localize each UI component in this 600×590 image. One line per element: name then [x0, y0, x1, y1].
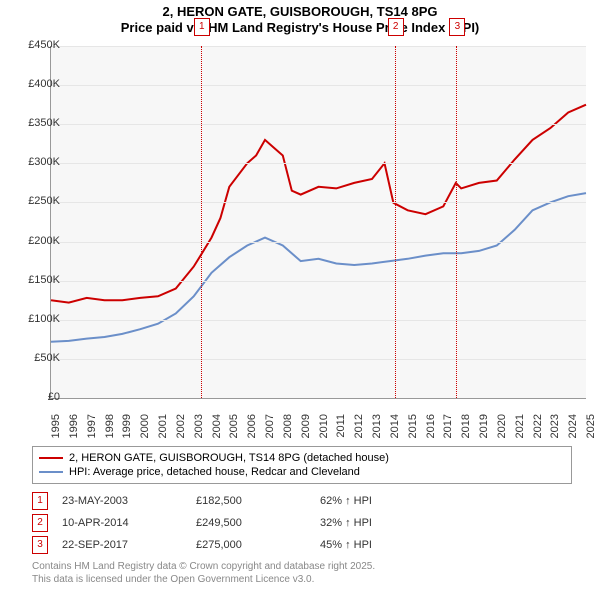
- ytick: £150K: [12, 274, 60, 286]
- legend-swatch-0: [39, 457, 63, 459]
- marker-box-2: 2: [388, 18, 404, 36]
- xtick: 1998: [104, 414, 116, 454]
- xtick: 2002: [175, 414, 187, 454]
- chart-container: 2, HERON GATE, GUISBOROUGH, TS14 8PG Pri…: [0, 0, 600, 590]
- marker-line-3: 3: [456, 46, 457, 398]
- event-num-2: 3: [32, 536, 48, 554]
- xtick: 2024: [567, 414, 579, 454]
- xtick: 1996: [68, 414, 80, 454]
- xtick: 2009: [300, 414, 312, 454]
- series-price_paid: [51, 105, 586, 303]
- event-date-1: 10-APR-2014: [62, 517, 182, 529]
- xtick: 2023: [549, 414, 561, 454]
- event-pct-2: 45% ↑ HPI: [320, 539, 420, 551]
- marker-box-3: 3: [449, 18, 465, 36]
- event-price-0: £182,500: [196, 495, 306, 507]
- attribution: Contains HM Land Registry data © Crown c…: [32, 560, 375, 586]
- xtick: 2018: [460, 414, 472, 454]
- event-price-1: £249,500: [196, 517, 306, 529]
- xtick: 2008: [282, 414, 294, 454]
- ytick: £350K: [12, 117, 60, 129]
- title-line1: 2, HERON GATE, GUISBOROUGH, TS14 8PG: [0, 4, 600, 20]
- xtick: 2015: [407, 414, 419, 454]
- ytick: £300K: [12, 156, 60, 168]
- ytick: £400K: [12, 78, 60, 90]
- chart-svg: [51, 46, 586, 398]
- marker-line-2: 2: [395, 46, 396, 398]
- xtick: 2006: [246, 414, 258, 454]
- attribution-line1: Contains HM Land Registry data © Crown c…: [32, 560, 375, 573]
- xtick: 2020: [496, 414, 508, 454]
- ytick: £100K: [12, 313, 60, 325]
- marker-box-1: 1: [194, 18, 210, 36]
- xtick: 2019: [478, 414, 490, 454]
- xtick: 2001: [157, 414, 169, 454]
- event-date-2: 22-SEP-2017: [62, 539, 182, 551]
- xtick: 1999: [121, 414, 133, 454]
- event-pct-1: 32% ↑ HPI: [320, 517, 420, 529]
- xtick: 1997: [86, 414, 98, 454]
- xtick: 1995: [50, 414, 62, 454]
- attribution-line2: This data is licensed under the Open Gov…: [32, 573, 375, 586]
- events-table: 1 23-MAY-2003 £182,500 62% ↑ HPI 2 10-AP…: [32, 490, 420, 556]
- legend-swatch-1: [39, 471, 63, 473]
- xtick: 2011: [335, 414, 347, 454]
- xtick: 2013: [371, 414, 383, 454]
- event-pct-0: 62% ↑ HPI: [320, 495, 420, 507]
- marker-line-1: 1: [201, 46, 202, 398]
- ytick: £200K: [12, 235, 60, 247]
- xtick: 2014: [389, 414, 401, 454]
- legend-label-1: HPI: Average price, detached house, Redc…: [69, 466, 360, 478]
- xtick: 2021: [514, 414, 526, 454]
- event-row-0: 1 23-MAY-2003 £182,500 62% ↑ HPI: [32, 490, 420, 512]
- event-row-2: 3 22-SEP-2017 £275,000 45% ↑ HPI: [32, 534, 420, 556]
- xtick: 2000: [139, 414, 151, 454]
- xtick: 2004: [211, 414, 223, 454]
- xtick: 2005: [228, 414, 240, 454]
- title-line2: Price paid vs. HM Land Registry's House …: [0, 20, 600, 36]
- xtick: 2003: [193, 414, 205, 454]
- ytick: £450K: [12, 39, 60, 51]
- event-num-1: 2: [32, 514, 48, 532]
- xtick: 2007: [264, 414, 276, 454]
- legend-item-1: HPI: Average price, detached house, Redc…: [39, 465, 565, 479]
- xtick: 2022: [532, 414, 544, 454]
- xtick: 2025: [585, 414, 597, 454]
- ytick: £50K: [12, 352, 60, 364]
- event-price-2: £275,000: [196, 539, 306, 551]
- ytick: £0: [12, 391, 60, 403]
- event-num-0: 1: [32, 492, 48, 510]
- ytick: £250K: [12, 195, 60, 207]
- xtick: 2010: [318, 414, 330, 454]
- xtick: 2012: [353, 414, 365, 454]
- event-row-1: 2 10-APR-2014 £249,500 32% ↑ HPI: [32, 512, 420, 534]
- title-block: 2, HERON GATE, GUISBOROUGH, TS14 8PG Pri…: [0, 0, 600, 37]
- event-date-0: 23-MAY-2003: [62, 495, 182, 507]
- chart-plot-area: 123: [50, 46, 586, 399]
- xtick: 2016: [425, 414, 437, 454]
- xtick: 2017: [442, 414, 454, 454]
